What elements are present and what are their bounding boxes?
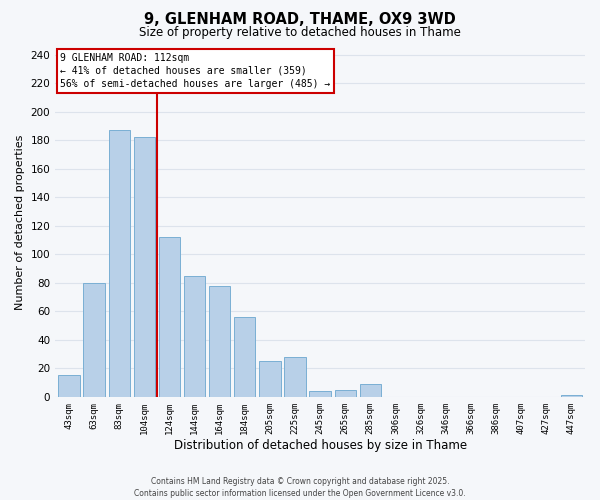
X-axis label: Distribution of detached houses by size in Thame: Distribution of detached houses by size … xyxy=(173,440,467,452)
Y-axis label: Number of detached properties: Number of detached properties xyxy=(15,134,25,310)
Bar xyxy=(335,390,356,397)
Bar xyxy=(359,384,381,397)
Bar xyxy=(184,276,205,397)
Bar xyxy=(134,138,155,397)
Text: Size of property relative to detached houses in Thame: Size of property relative to detached ho… xyxy=(139,26,461,39)
Bar xyxy=(234,317,256,397)
Bar xyxy=(310,391,331,397)
Text: 9 GLENHAM ROAD: 112sqm
← 41% of detached houses are smaller (359)
56% of semi-de: 9 GLENHAM ROAD: 112sqm ← 41% of detached… xyxy=(61,52,331,89)
Bar xyxy=(58,376,80,397)
Bar xyxy=(560,396,582,397)
Bar xyxy=(109,130,130,397)
Bar xyxy=(209,286,230,397)
Bar xyxy=(83,283,105,397)
Text: Contains HM Land Registry data © Crown copyright and database right 2025.
Contai: Contains HM Land Registry data © Crown c… xyxy=(134,476,466,498)
Bar xyxy=(284,357,305,397)
Bar xyxy=(259,361,281,397)
Text: 9, GLENHAM ROAD, THAME, OX9 3WD: 9, GLENHAM ROAD, THAME, OX9 3WD xyxy=(144,12,456,28)
Bar xyxy=(159,237,180,397)
